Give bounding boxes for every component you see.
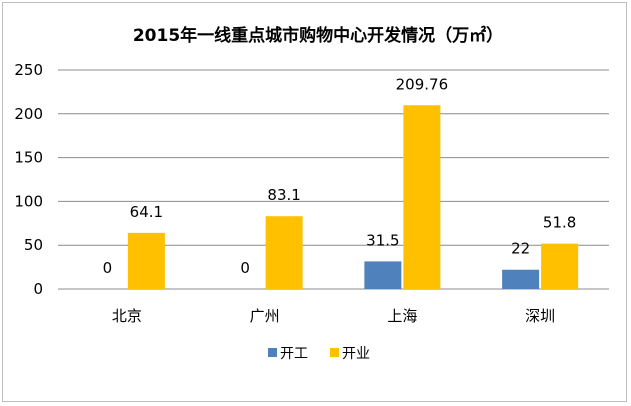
y-tick-label: 50 [24, 236, 43, 254]
bars [127, 105, 579, 289]
data-labels: 0 64.1 0 83.1 31.5 209.76 22 51.8 [103, 75, 577, 277]
bar-kaiye [265, 216, 303, 289]
y-tick-label: 250 [14, 61, 43, 79]
x-category-label: 广州 [250, 307, 280, 325]
bar-kaigong [502, 269, 540, 289]
chart-frame [2, 2, 627, 402]
data-label: 31.5 [366, 231, 399, 249]
legend-label: 开业 [342, 346, 370, 362]
data-label: 51.8 [543, 214, 576, 232]
y-tick-label: 100 [14, 192, 43, 210]
x-axis: 北京 广州 上海 深圳 [112, 307, 555, 325]
legend-swatch [268, 348, 277, 357]
bar-kaiye [127, 232, 165, 289]
data-label: 83.1 [267, 186, 300, 204]
y-tick-label: 150 [14, 149, 43, 167]
x-category-label: 上海 [387, 307, 417, 325]
data-label: 209.76 [396, 75, 449, 93]
y-tick-label: 0 [33, 280, 43, 298]
legend-swatch [330, 348, 339, 357]
x-category-label: 深圳 [525, 307, 555, 325]
y-axis: 0 50 100 150 200 250 [14, 61, 43, 298]
data-label: 22 [511, 240, 530, 258]
data-label: 64.1 [130, 203, 163, 221]
legend-label: 开工 [280, 346, 308, 362]
data-label: 0 [103, 259, 113, 277]
legend: 开工 开业 [268, 346, 370, 362]
y-tick-label: 200 [14, 105, 43, 123]
chart-title: 2015年一线重点城市购物中心开发情况（万㎡） [133, 25, 503, 46]
bar-kaigong [364, 261, 402, 289]
bar-kaiye [541, 243, 579, 289]
x-category-label: 北京 [112, 307, 142, 325]
data-label: 0 [240, 259, 250, 277]
bar-kaiye [403, 105, 441, 289]
